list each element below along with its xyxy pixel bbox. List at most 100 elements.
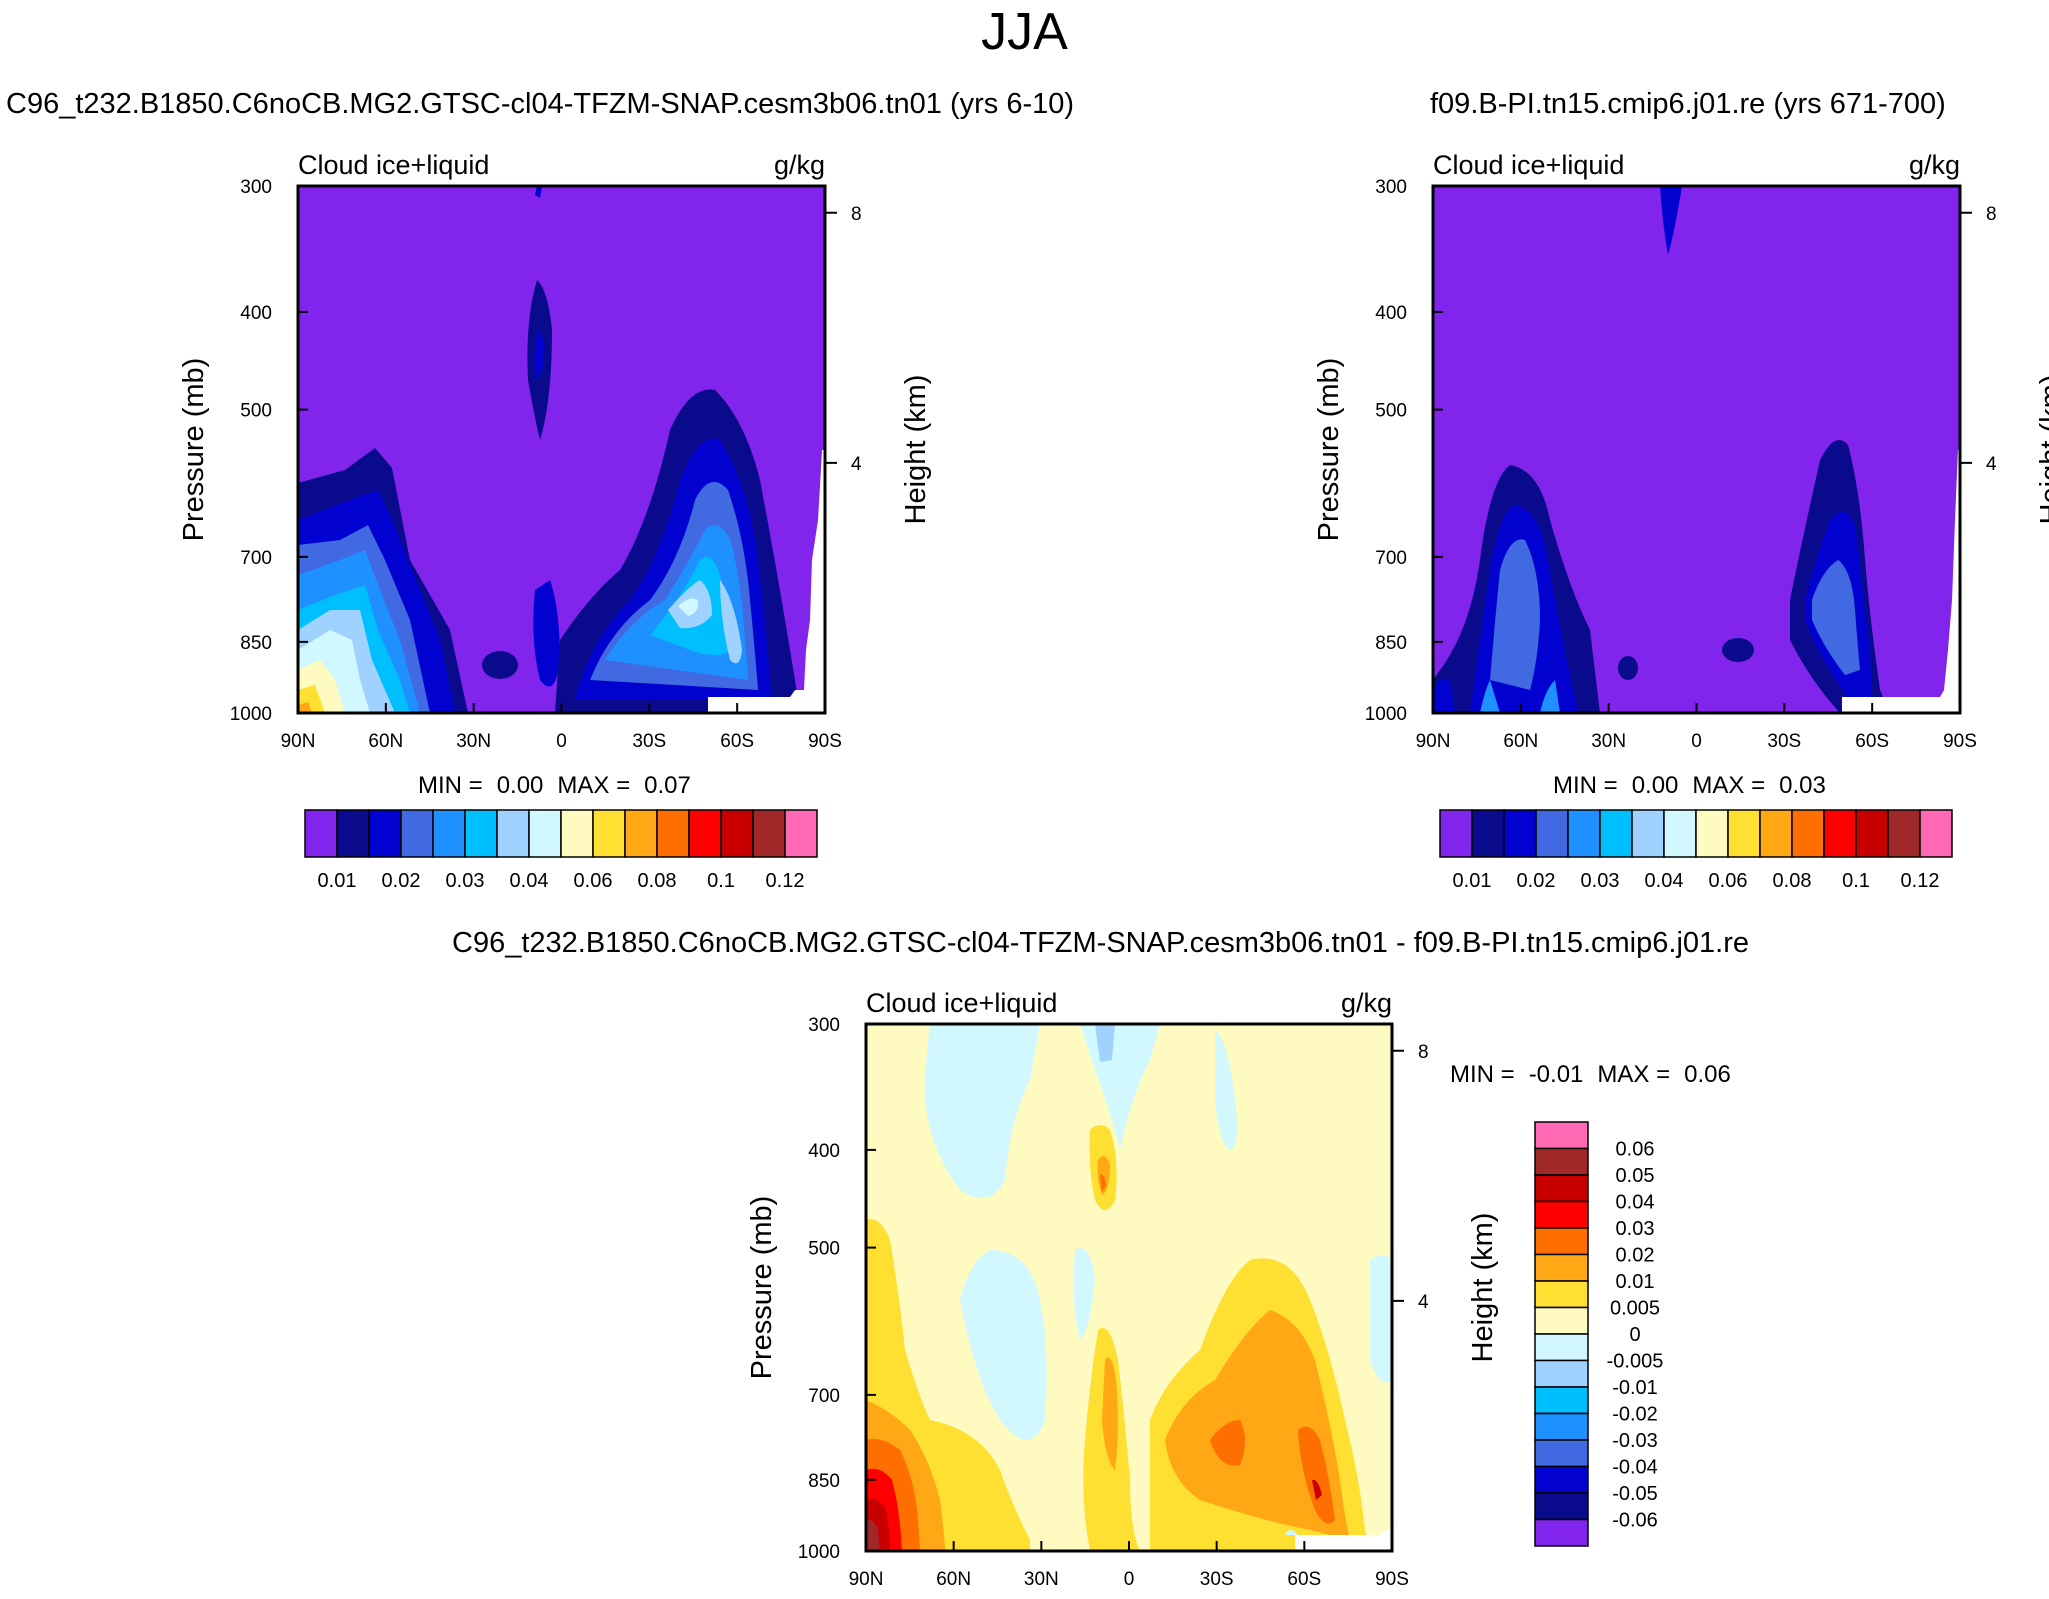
panel1-colorbar-box (528, 809, 562, 858)
panel2-colorbar-box (1919, 809, 1953, 858)
panel3-axes: Cloud ice+liquid g/kg3004005007008501000P… (746, 988, 1731, 1590)
panel1-colorbar-box (496, 809, 530, 858)
panel1-colorbar-box (560, 809, 594, 858)
panel1-contour-field (298, 186, 825, 713)
panel1-axes: Cloud ice+liquid g/kg 300 400 500 700 850 1000 P… (178, 150, 932, 799)
panel1-colorbar-box (368, 809, 402, 858)
panel3-colorbar-label: 0 (1629, 1324, 1640, 1346)
panel3-colorbar-label: -0.04 (1612, 1457, 1658, 1479)
panel2-colorbar-label: 0.12 (1901, 870, 1940, 892)
panel3-colorbar-label: -0.05 (1612, 1483, 1658, 1505)
panel2-max-label: MAX = (1692, 772, 1765, 799)
panel3-field-label: Cloud ice+liquid (866, 988, 1057, 1018)
panel1-ytick-label: 300 (240, 177, 272, 198)
panel2-xtick-label: 90N (1416, 731, 1451, 752)
panel1-ytick-label: 850 (240, 633, 272, 654)
panel2-colorbar-box (1631, 809, 1665, 858)
panel3-ytick-label: 400 (808, 1141, 840, 1162)
panel3-colorbar-box (1534, 1412, 1589, 1441)
panel1-ylabel: Pressure (mb) (178, 358, 210, 542)
panel1-xtick-label: 60S (720, 731, 754, 752)
panel3-colorbar-box (1534, 1306, 1589, 1335)
panel1-min-value: 0.00 (497, 772, 544, 799)
panel3-colorbar-box (1534, 1253, 1589, 1282)
panel3-right-tick-label: 8 (1418, 1042, 1429, 1063)
panel2-colorbar: 0.01 0.02 0.03 0.04 0.06 0.08 0.1 0.12 (1439, 809, 1953, 892)
panel3-ytick-label: 500 (808, 1239, 840, 1260)
panel2-axes: Cloud ice+liquid g/kg 300 400 500 700 850 1000 P… (1313, 150, 2049, 799)
panel2-colorbar-label: 0.1 (1842, 870, 1870, 892)
panel3-max-value: 0.06 (1684, 1061, 1731, 1088)
panel3-colorbar-label: 0.02 (1616, 1245, 1655, 1267)
panel2-ytick-label: 300 (1375, 177, 1407, 198)
panel2-xtick-label: 30S (1767, 731, 1801, 752)
panel1-colorbar-box (720, 809, 754, 858)
panel3-xtick-label: 0 (1124, 1569, 1135, 1590)
panel2-max-value: 0.03 (1779, 772, 1826, 799)
panel1-minmax: MIN = 0.00 MAX = 0.07 (418, 772, 691, 799)
panel3-ylabel-right: Height (km) (1467, 1213, 1499, 1363)
panel2-ylabel: Pressure (mb) (1313, 358, 1345, 542)
colorbar-layer: 0.01 0.02 0.03 0.04 0.06 0.08 0.1 0.12 0.01 0.02 0… (304, 809, 1953, 1547)
panel1-colorbar-box (688, 809, 722, 858)
panel1-colorbar-box (432, 809, 466, 858)
panel3-minmax: MIN = -0.01 MAX = 0.06 (1450, 1061, 1731, 1088)
panel1-max-label: MAX = (557, 772, 630, 799)
panel1-xtick-label: 30N (456, 731, 491, 752)
panel1-colorbar-label: 0.02 (382, 870, 421, 892)
panel1-ytick-label: 400 (240, 303, 272, 324)
panel2-right-tick-label: 4 (1986, 454, 1997, 475)
panel1-colorbar-label: 0.01 (318, 870, 357, 892)
panel1-colorbar-box (304, 809, 338, 858)
panel1-right-tick-label: 8 (851, 204, 862, 225)
panel2-colorbar-box (1535, 809, 1569, 858)
panel2-xtick-label: 30N (1591, 731, 1626, 752)
panel3-colorbar-label: 0.01 (1616, 1271, 1655, 1293)
panel3-xtick-label: 60S (1287, 1569, 1321, 1590)
panel2-case-title: f09.B-PI.tn15.cmip6.j01.re (yrs 671-700) (1430, 88, 1946, 120)
panel3-colorbar-label: -0.02 (1612, 1404, 1658, 1426)
panel2-colorbar-box (1695, 809, 1729, 858)
panel3-units: g/kg (1341, 988, 1392, 1018)
panel2-xtick-label: 90S (1943, 731, 1977, 752)
panel2-ytick-label: 850 (1375, 633, 1407, 654)
panel2-colorbar-label: 0.06 (1709, 870, 1748, 892)
panel1-units: g/kg (774, 150, 825, 180)
panel1-colorbar-box (784, 809, 818, 858)
panel3-colorbar-box (1534, 1147, 1589, 1176)
panel2-min-label: MIN = (1553, 772, 1618, 799)
panel3-right-tick-label: 4 (1418, 1292, 1429, 1313)
panel3-min-value: -0.01 (1529, 1061, 1584, 1088)
panel2-colorbar-label: 0.08 (1773, 870, 1812, 892)
panel3-case-title: C96_t232.B1850.C6noCB.MG2.GTSC-cl04-TFZM… (452, 927, 1749, 959)
panel2-colorbar-box (1503, 809, 1537, 858)
panel3-ytick-label: 1000 (798, 1542, 840, 1563)
panel1-colorbar-box (336, 809, 370, 858)
panel2-colorbar-box (1887, 809, 1921, 858)
panel2-right-tick-label: 8 (1986, 204, 1997, 225)
axes-layer: Cloud ice+liquid g/kg3004005007008501000P… (178, 150, 2049, 1590)
panel3-xtick-label: 60N (936, 1569, 971, 1590)
panel2-field-label: Cloud ice+liquid (1433, 150, 1624, 180)
panel1-colorbar-label: 0.04 (510, 870, 549, 892)
panel1-colorbar-box (400, 809, 434, 858)
panel1-colorbar-box (752, 809, 786, 858)
panel1-colorbar-box (624, 809, 658, 858)
panel2-minmax: MIN = 0.00 MAX = 0.03 (1553, 772, 1826, 799)
panel1-case-title: C96_t232.B1850.C6noCB.MG2.GTSC-cl04-TFZM… (6, 88, 1075, 120)
panel3-colorbar-label: -0.03 (1612, 1430, 1658, 1452)
panel3-colorbar-box (1534, 1174, 1589, 1203)
panel2-colorbar-label: 0.02 (1517, 870, 1556, 892)
panel3-colorbar-box (1534, 1465, 1589, 1494)
panel2-colorbar-box (1823, 809, 1857, 858)
panel2-ytick-label: 1000 (1365, 704, 1407, 725)
panel2-min-value: 0.00 (1632, 772, 1679, 799)
panel2-colorbar-box (1791, 809, 1825, 858)
panel2-colorbar-box (1599, 809, 1633, 858)
panel3-ytick-label: 700 (808, 1386, 840, 1407)
panel3-colorbar-box (1534, 1280, 1589, 1309)
panel1-xtick-label: 60N (368, 731, 403, 752)
panel1-colorbar-box (656, 809, 690, 858)
panel1-ytick-label: 1000 (230, 704, 272, 725)
